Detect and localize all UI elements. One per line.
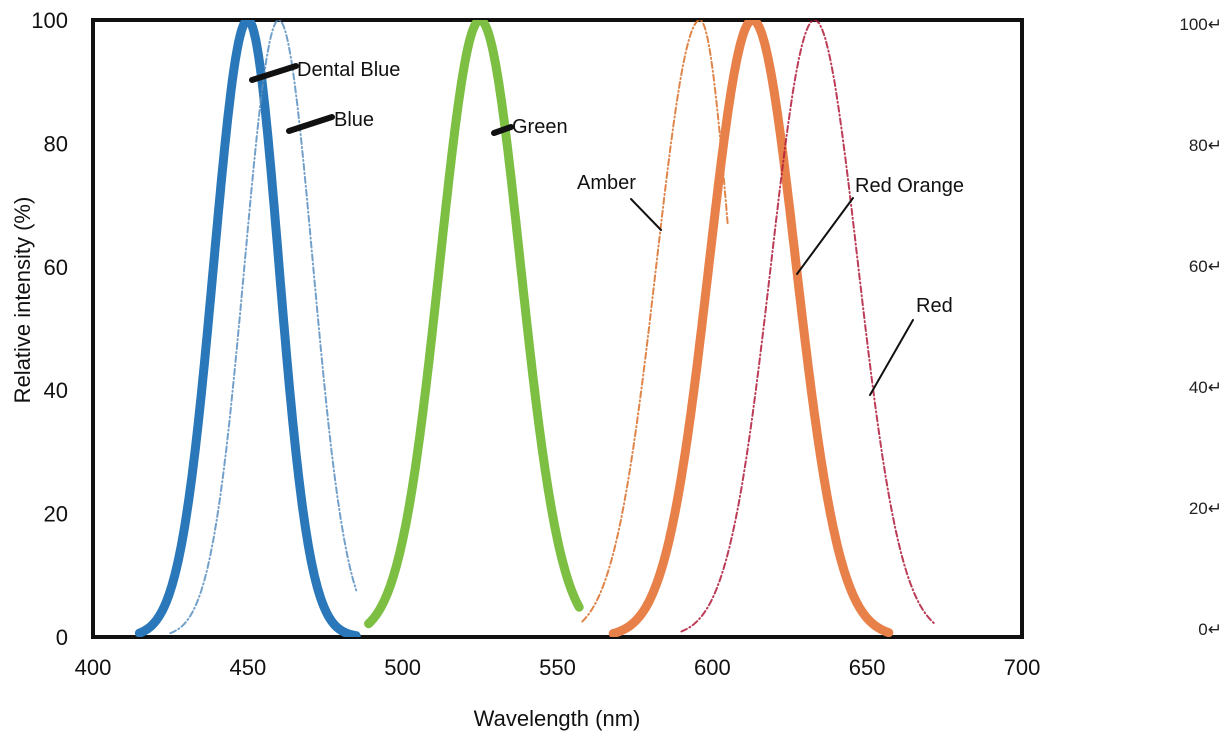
series-line-red-orange	[608, 20, 894, 637]
y-tick-label: 0	[56, 625, 68, 650]
annotation-green: Green	[512, 116, 568, 138]
right-tick-label: 40↵	[1189, 378, 1222, 397]
y-tick-label: 80	[44, 131, 68, 156]
x-axis-title: Wavelength (nm)	[474, 706, 641, 731]
x-tick-label: 600	[694, 655, 731, 680]
leader-line	[869, 319, 914, 396]
right-tick-label: 80↵	[1189, 136, 1222, 155]
leader-line	[491, 124, 514, 136]
series-line-amber	[581, 20, 729, 623]
y-axis-title: Relative intensity (%)	[10, 197, 35, 404]
annotation-amber: Amber	[577, 172, 636, 194]
x-tick-labels: 400 450 500 550 600 650 700	[75, 655, 1041, 680]
x-tick-label: 400	[75, 655, 112, 680]
right-tick-label: 0↵	[1198, 620, 1222, 639]
series-line-green	[364, 20, 584, 629]
y-tick-label: 60	[44, 255, 68, 280]
annotation-red-orange: Red Orange	[855, 175, 964, 197]
annotation-red: Red	[916, 295, 953, 317]
right-tick-label: 100↵	[1179, 15, 1222, 34]
y-tick-labels: 0 20 40 60 80 100	[31, 8, 68, 650]
x-tick-label: 650	[849, 655, 886, 680]
right-tick-label: 60↵	[1189, 257, 1222, 276]
series-line-blue	[169, 20, 358, 635]
annotation-leaders	[249, 63, 914, 396]
series-line-dental-blue	[134, 20, 361, 637]
annotation-dental-blue: Dental Blue	[297, 59, 400, 81]
x-tick-label: 500	[384, 655, 421, 680]
annotation-blue: Blue	[334, 109, 374, 131]
x-tick-label: 550	[539, 655, 576, 680]
right-tick-label: 20↵	[1189, 499, 1222, 518]
right-tick-labels: 100↵ 80↵ 60↵ 40↵ 20↵ 0↵	[1179, 15, 1222, 639]
series-line-red	[680, 20, 937, 633]
leader-line	[286, 114, 335, 134]
y-tick-label: 20	[44, 502, 68, 527]
leader-line	[630, 198, 662, 231]
x-tick-label: 450	[229, 655, 266, 680]
y-tick-label: 100	[31, 8, 68, 33]
x-tick-label: 700	[1004, 655, 1041, 680]
leader-line	[249, 63, 299, 83]
series-group	[134, 20, 937, 637]
leader-line	[796, 197, 854, 275]
y-tick-label: 40	[44, 378, 68, 403]
